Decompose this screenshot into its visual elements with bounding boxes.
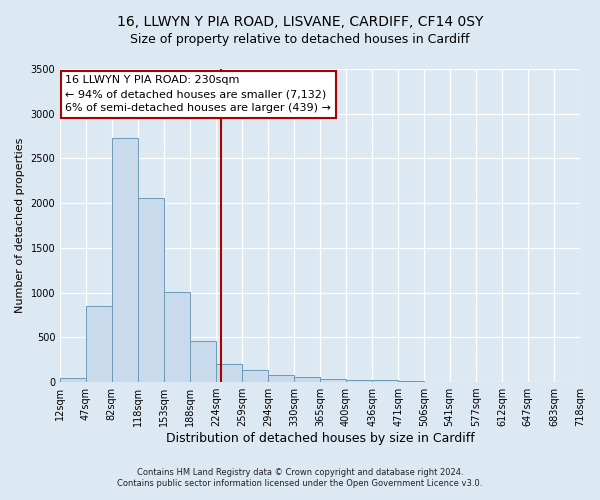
Bar (295, 377, 320, 382)
Bar (346, 380, 373, 382)
Bar (86, 306, 112, 382)
Bar (216, 364, 242, 382)
X-axis label: Distribution of detached houses by size in Cardiff: Distribution of detached houses by size … (166, 432, 475, 445)
Bar (373, 380, 398, 382)
Bar (164, 292, 190, 382)
Bar (190, 342, 216, 382)
Bar (242, 370, 268, 382)
Bar (112, 138, 138, 382)
Text: 16 LLWYN Y PIA ROAD: 230sqm
← 94% of detached houses are smaller (7,132)
6% of s: 16 LLWYN Y PIA ROAD: 230sqm ← 94% of det… (65, 76, 331, 114)
Y-axis label: Number of detached properties: Number of detached properties (15, 138, 25, 313)
Bar (138, 198, 164, 382)
Text: 16, LLWYN Y PIA ROAD, LISVANE, CARDIFF, CF14 0SY: 16, LLWYN Y PIA ROAD, LISVANE, CARDIFF, … (117, 15, 483, 29)
Bar (268, 375, 295, 382)
Text: Contains HM Land Registry data © Crown copyright and database right 2024.
Contai: Contains HM Land Registry data © Crown c… (118, 468, 482, 487)
Bar (398, 380, 424, 382)
Bar (320, 379, 346, 382)
Bar (60, 378, 86, 382)
Text: Size of property relative to detached houses in Cardiff: Size of property relative to detached ho… (130, 32, 470, 46)
